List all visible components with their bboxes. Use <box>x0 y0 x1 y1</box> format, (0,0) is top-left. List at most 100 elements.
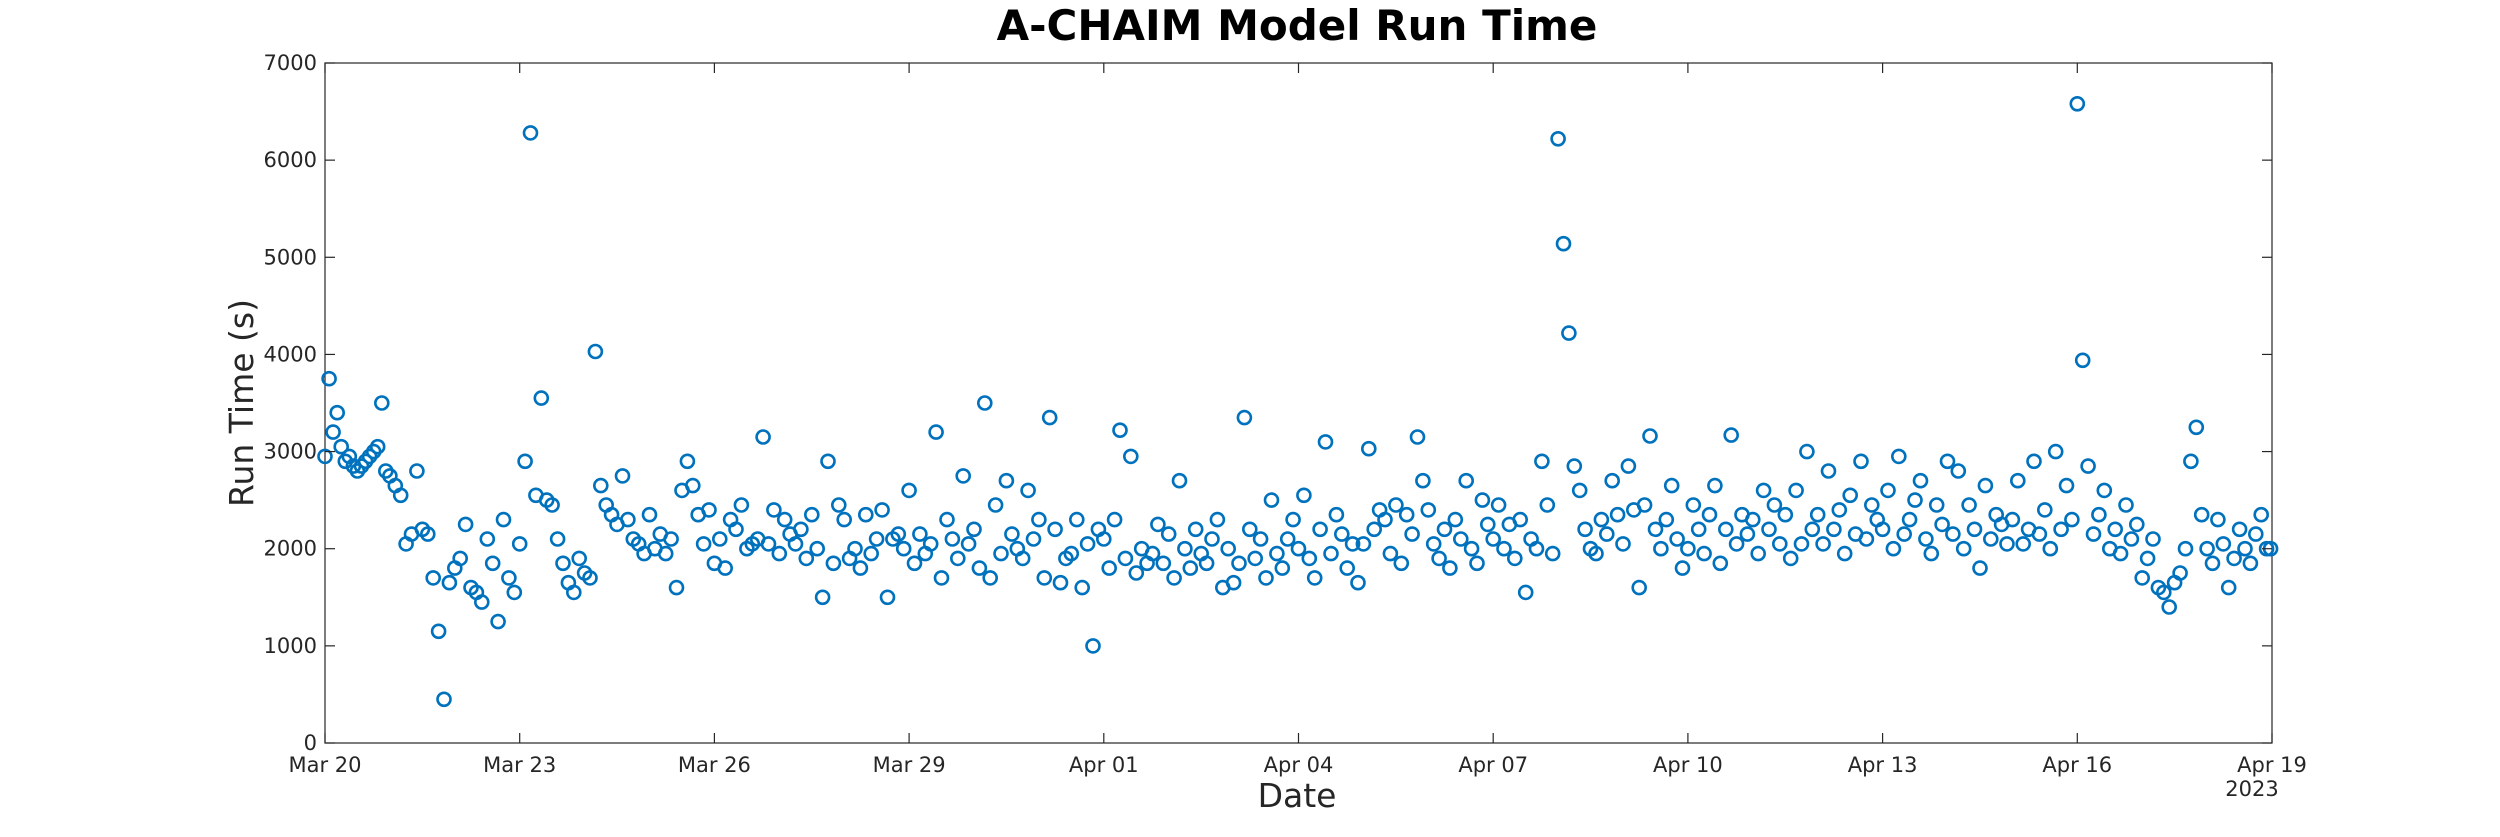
data-point <box>2242 555 2259 572</box>
data-point <box>565 584 582 601</box>
data-point <box>1718 521 1734 538</box>
data-point <box>1934 516 1950 533</box>
data-point <box>1204 531 1220 547</box>
data-point <box>1755 482 1772 499</box>
data-point <box>852 560 869 576</box>
data-point <box>1096 531 1112 547</box>
x-axis: Mar 20 Mar 23 Mar 26 Mar 29 Apr 01 Apr 04 Apr … <box>288 63 2307 777</box>
data-point <box>755 429 771 445</box>
data-point <box>2183 453 2199 470</box>
data-point <box>1815 536 1831 552</box>
data-point <box>2237 540 2253 557</box>
data-point <box>1312 521 1328 538</box>
data-point <box>1290 540 1307 557</box>
data-point <box>582 570 598 586</box>
data-point <box>2156 584 2172 601</box>
data-point <box>830 497 847 513</box>
data-point <box>436 691 452 708</box>
data-point <box>1912 472 1929 489</box>
data-point <box>1663 477 1680 494</box>
data-point <box>933 570 950 586</box>
data-point <box>2220 579 2237 596</box>
data-point <box>1420 502 1437 518</box>
data-point <box>1101 560 1117 576</box>
data-point <box>1809 506 1826 523</box>
data-point <box>1231 555 1247 572</box>
data-point <box>1225 574 1242 591</box>
x-tick-label: Apr 19 <box>2237 753 2307 777</box>
data-point <box>1301 550 1318 567</box>
data-point <box>2042 540 2059 557</box>
x-axis-year-label: 2023 <box>2225 777 2278 801</box>
data-point <box>966 521 982 538</box>
data-point <box>1642 428 1658 444</box>
data-point <box>2112 545 2129 562</box>
data-point <box>1398 506 1415 523</box>
data-point <box>1106 511 1123 528</box>
data-point <box>1896 526 1912 542</box>
data-point <box>939 511 955 528</box>
data-point <box>1999 536 2015 552</box>
data-point <box>1079 536 1096 552</box>
data-point <box>668 579 685 596</box>
data-point <box>2177 540 2194 557</box>
data-point <box>1593 511 1610 528</box>
data-point <box>2188 419 2205 436</box>
data-point <box>1453 531 1469 547</box>
data-point <box>2231 521 2248 538</box>
y-tick-label: 4000 <box>264 342 317 366</box>
y-tick-label: 0 <box>304 731 317 755</box>
data-point <box>863 545 880 562</box>
data-point <box>1566 458 1583 474</box>
data-point <box>490 613 506 630</box>
data-point <box>1901 511 1918 528</box>
data-point <box>987 497 1004 513</box>
data-point <box>1355 536 1372 552</box>
data-point <box>1350 574 1366 591</box>
data-point <box>1636 497 1653 513</box>
data-point <box>1799 443 1815 460</box>
data-point <box>1085 638 1101 654</box>
data-point <box>2145 531 2161 547</box>
data-point <box>1317 434 1334 450</box>
data-point <box>1198 555 1215 572</box>
data-point <box>711 531 728 547</box>
data-point <box>1409 429 1426 445</box>
data-point <box>1571 482 1588 499</box>
data-point <box>544 497 560 513</box>
data-point <box>2096 482 2113 499</box>
data-point <box>317 448 333 465</box>
data-point <box>1701 506 1718 523</box>
data-point <box>1766 497 1783 513</box>
data-point <box>441 574 458 591</box>
y-axis: 0 1000 2000 3000 4000 5000 6000 7000 <box>264 51 2272 755</box>
data-point <box>2215 536 2232 552</box>
data-point <box>1155 555 1172 572</box>
data-point <box>2172 565 2188 581</box>
data-point <box>1258 570 1274 586</box>
data-point <box>2123 531 2140 547</box>
data-point <box>571 550 588 567</box>
data-point <box>1182 560 1199 576</box>
data-point <box>1788 482 1804 499</box>
data-point <box>814 589 831 606</box>
data-point <box>1388 497 1404 513</box>
data-point <box>1442 560 1458 576</box>
data-point <box>479 531 496 547</box>
data-point <box>2064 511 2080 528</box>
data-point <box>684 477 701 494</box>
data-point <box>1496 540 1512 557</box>
data-point <box>1555 235 1572 252</box>
data-point <box>1615 536 1631 552</box>
x-tick-label: Mar 23 <box>483 753 556 777</box>
y-axis-label: Run Time (s) <box>222 299 261 507</box>
data-point <box>1328 506 1345 523</box>
data-point <box>955 468 972 484</box>
data-point <box>857 506 874 523</box>
data-point <box>1517 584 1534 601</box>
data-point <box>409 463 425 479</box>
data-point <box>501 570 517 586</box>
y-tick-label: 7000 <box>264 51 317 75</box>
data-point <box>425 570 442 586</box>
data-point <box>2199 540 2215 557</box>
